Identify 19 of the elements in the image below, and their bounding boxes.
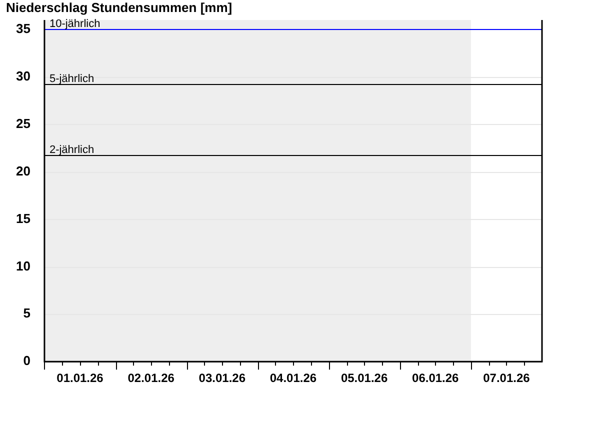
x-tick-label: 06.01.26 <box>412 371 460 386</box>
y-tick-label: 30 <box>16 68 30 84</box>
y-tick-label: 25 <box>16 116 30 131</box>
x-tick-label: 03.01.26 <box>198 371 246 386</box>
y-tick-label: 20 <box>16 163 30 178</box>
x-tick-label: 01.01.26 <box>56 371 104 386</box>
ref-line-label: 5-jährlich <box>49 73 94 86</box>
x-tick-label: 05.01.26 <box>340 371 388 386</box>
x-tick-label: 02.01.26 <box>128 371 175 386</box>
x-tick-label: 07.01.26 <box>483 371 530 386</box>
chart-title: Niederschlag Stundensummen [mm] <box>6 0 232 15</box>
y-tick-label: 10 <box>16 258 30 274</box>
x-tick-label: 04.01.26 <box>270 371 317 386</box>
ref-line-label: 10-jährlich <box>49 18 100 30</box>
y-tick-label: 0 <box>23 353 30 368</box>
y-tick-label: 15 <box>16 210 30 226</box>
y-tick-label: 5 <box>23 306 30 321</box>
y-tick-label: 35 <box>16 21 30 36</box>
ref-line-label: 2-jährlich <box>49 144 94 156</box>
